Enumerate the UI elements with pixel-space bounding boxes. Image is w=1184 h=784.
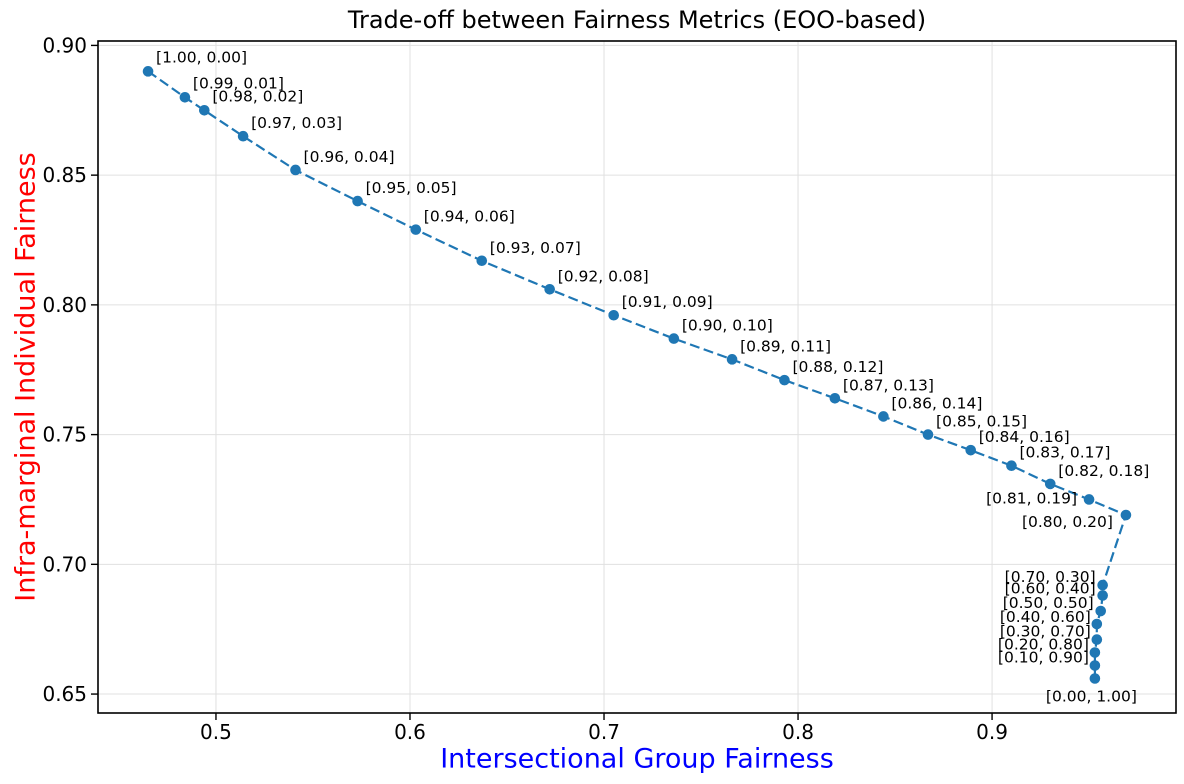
data-point bbox=[1089, 673, 1101, 684]
data-point bbox=[1089, 647, 1101, 658]
x-tick-label: 0.8 bbox=[782, 720, 814, 744]
data-point bbox=[608, 309, 620, 321]
point-label: [0.30, 0.70] bbox=[1000, 623, 1091, 641]
point-label: [0.50, 0.50] bbox=[1003, 594, 1094, 612]
y-tick-label: 0.80 bbox=[42, 293, 87, 317]
data-point bbox=[1091, 618, 1103, 630]
point-label: [0.83, 0.17] bbox=[1019, 444, 1110, 462]
y-tick-label: 0.75 bbox=[42, 423, 87, 447]
data-point bbox=[237, 130, 249, 142]
x-tick-label: 0.5 bbox=[200, 720, 232, 744]
point-label: [1.00, 0.00] bbox=[156, 48, 247, 66]
data-point bbox=[476, 255, 488, 267]
point-label: [0.20, 0.80] bbox=[998, 636, 1089, 654]
point-label: [0.85, 0.15] bbox=[936, 413, 1027, 431]
x-tick-label: 0.9 bbox=[976, 720, 1008, 744]
point-label: [0.90, 0.10] bbox=[682, 317, 773, 335]
point-label: [0.97, 0.03] bbox=[251, 114, 342, 132]
data-point bbox=[779, 374, 790, 386]
point-label: [0.95, 0.05] bbox=[366, 179, 457, 197]
point-label: [0.94, 0.06] bbox=[424, 208, 515, 226]
data-point bbox=[1097, 579, 1108, 591]
point-label: [0.92, 0.08] bbox=[558, 267, 649, 285]
point-label: [0.86, 0.14] bbox=[891, 394, 982, 412]
point-label: [0.88, 0.12] bbox=[792, 358, 883, 376]
x-axis-label: Intersectional Group Fairness bbox=[440, 743, 834, 775]
data-point bbox=[199, 104, 210, 116]
point-label: [0.91, 0.09] bbox=[622, 293, 713, 311]
data-point bbox=[668, 333, 680, 344]
point-label: [0.99, 0.01] bbox=[193, 74, 284, 92]
data-point bbox=[922, 429, 934, 440]
point-label: [0.84, 0.16] bbox=[979, 428, 1070, 446]
data-point bbox=[1089, 660, 1101, 671]
data-point bbox=[1120, 509, 1132, 521]
point-label: [0.00, 1.00] bbox=[1046, 687, 1137, 705]
data-point bbox=[290, 164, 301, 176]
y-tick-label: 0.85 bbox=[42, 163, 87, 187]
point-label: [0.98, 0.02] bbox=[212, 87, 303, 105]
point-label: [0.80, 0.20] bbox=[1022, 513, 1113, 531]
y-axis-label: Infra-marginal Individual Fairness bbox=[10, 152, 42, 602]
tradeoff-curve bbox=[147, 70, 1128, 679]
point-label: [0.93, 0.07] bbox=[490, 239, 581, 257]
data-point bbox=[544, 284, 555, 295]
y-tick-label: 0.70 bbox=[42, 552, 87, 576]
point-label: [0.70, 0.30] bbox=[1005, 568, 1096, 586]
point-label: [0.40, 0.60] bbox=[1000, 608, 1091, 626]
axes-frame bbox=[97, 40, 1177, 714]
point-label: [0.87, 0.13] bbox=[843, 376, 934, 394]
data-point bbox=[1091, 634, 1103, 645]
point-label: [0.81, 0.19] bbox=[986, 489, 1077, 507]
x-tick-label: 0.7 bbox=[588, 720, 620, 744]
data-point bbox=[829, 392, 841, 404]
point-label: [0.96, 0.04] bbox=[304, 148, 395, 166]
data-point bbox=[1097, 590, 1108, 601]
data-point bbox=[1083, 494, 1095, 505]
data-point bbox=[965, 444, 977, 456]
point-label: [0.10, 0.90] bbox=[998, 649, 1089, 667]
chart-title: Trade-off between Fairness Metrics (EOO-… bbox=[347, 6, 927, 34]
data-point bbox=[142, 66, 154, 77]
point-label: [0.60, 0.40] bbox=[1005, 579, 1096, 597]
data-point bbox=[410, 224, 422, 235]
x-tick-label: 0.6 bbox=[394, 720, 426, 744]
point-label: [0.89, 0.11] bbox=[740, 337, 831, 355]
data-point bbox=[352, 195, 363, 207]
y-tick-label: 0.65 bbox=[42, 682, 87, 706]
data-point bbox=[726, 354, 738, 365]
point-label: [0.82, 0.18] bbox=[1058, 462, 1149, 480]
data-point bbox=[878, 411, 889, 422]
data-point bbox=[1095, 605, 1107, 617]
data-point bbox=[179, 92, 191, 103]
y-tick-label: 0.90 bbox=[42, 33, 87, 57]
data-point bbox=[1044, 478, 1056, 490]
data-point bbox=[1006, 460, 1017, 472]
